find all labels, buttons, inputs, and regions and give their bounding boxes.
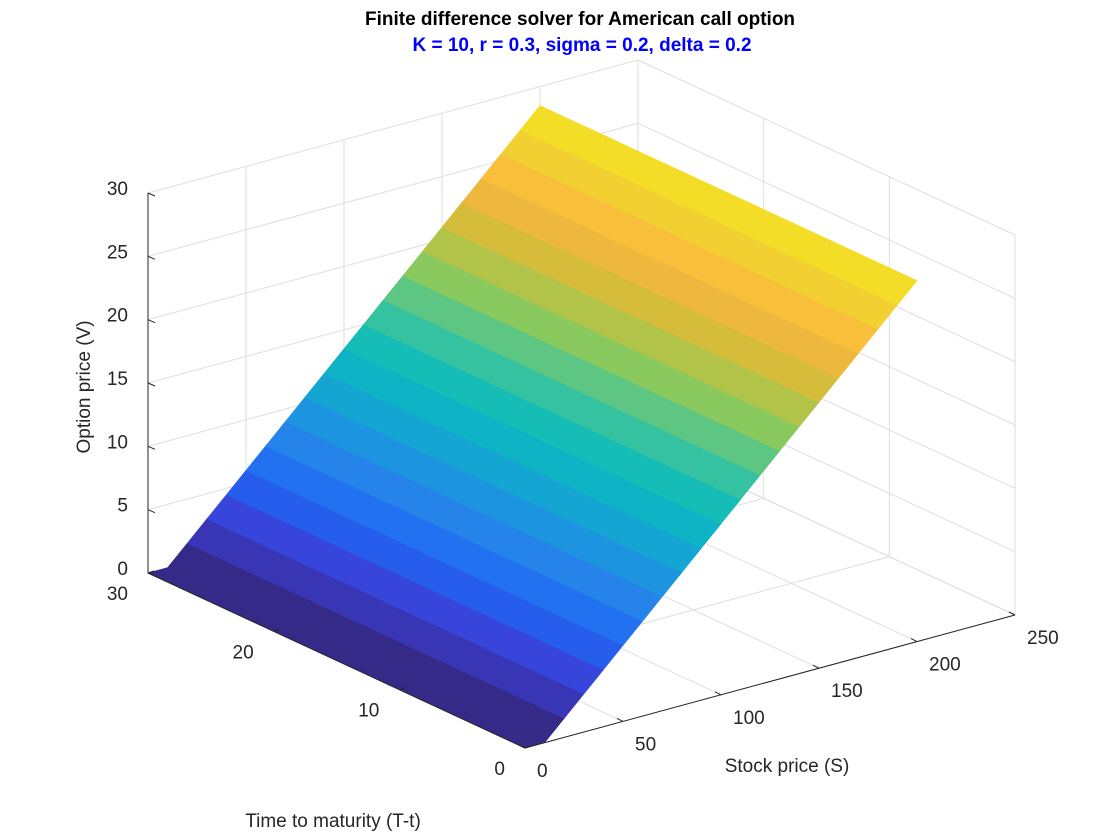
y-axis-line — [147, 572, 526, 749]
x-tick — [812, 664, 820, 669]
y-tick-label: 10 — [358, 701, 379, 722]
axes-layer: 0 50 100 150 200 250 0 10 20 30 0 5 10 15 20 25 30 — [107, 179, 1059, 782]
grid-line — [637, 122, 1016, 299]
z-tick-label: 20 — [107, 306, 128, 327]
y-tick — [524, 745, 532, 749]
x-tick — [518, 744, 526, 749]
x-tick — [616, 717, 624, 722]
y-axis-label: Time to maturity (T-t) — [245, 811, 421, 832]
z-tick — [147, 192, 156, 197]
x-tick — [910, 638, 918, 643]
x-tick-label: 0 — [537, 761, 548, 782]
surface — [147, 105, 918, 749]
y-tick-label: 20 — [233, 642, 254, 663]
z-tick-label: 15 — [107, 369, 128, 390]
z-tick — [147, 382, 156, 387]
y-tick — [147, 570, 155, 574]
z-tick — [147, 509, 156, 514]
z-tick-label: 30 — [107, 179, 128, 200]
y-tick — [273, 628, 280, 632]
z-tick — [147, 319, 156, 324]
z-tick-label: 25 — [107, 242, 128, 263]
chart-title: Finite difference solver for American ca… — [365, 9, 795, 30]
x-tick — [1008, 611, 1016, 616]
y-tick-label: 0 — [494, 759, 505, 780]
chart-subtitle: K = 10, r = 0.3, sigma = 0.2, delta = 0.… — [412, 35, 751, 56]
z-tick — [147, 572, 156, 577]
z-tick-label: 5 — [117, 496, 128, 517]
surface-patch — [519, 105, 918, 306]
x-tick-label: 250 — [1027, 628, 1059, 649]
x-tick-label: 200 — [929, 655, 961, 676]
x-tick — [714, 691, 722, 696]
x-axis-label: Stock price (S) — [725, 756, 850, 777]
x-tick-label: 50 — [635, 734, 656, 755]
z-tick-label: 0 — [117, 559, 128, 580]
z-tick — [147, 255, 156, 260]
y-tick — [399, 687, 406, 691]
z-tick-label: 10 — [107, 432, 128, 453]
x-tick-label: 150 — [831, 681, 863, 702]
x-axis-line — [524, 614, 1016, 749]
y-tick-label: 30 — [107, 584, 128, 605]
grid-line — [637, 59, 1016, 236]
x-tick-label: 100 — [733, 708, 765, 729]
z-tick — [147, 445, 156, 450]
z-axis-label: Option price (V) — [74, 320, 95, 453]
grid-line — [147, 59, 639, 194]
